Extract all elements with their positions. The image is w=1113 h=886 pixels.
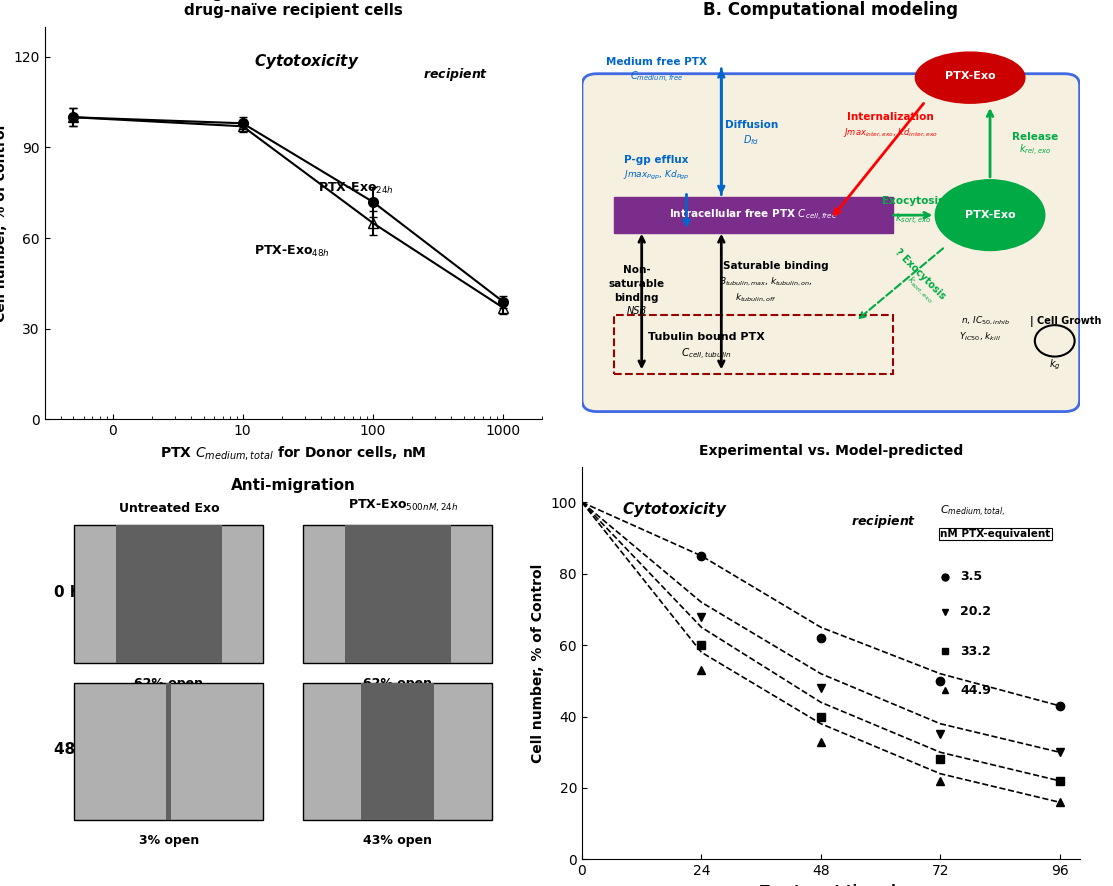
Text: $B_{tubulin,max}$, $k_{tubulin,on}$,: $B_{tubulin,max}$, $k_{tubulin,on}$, [719,276,812,288]
Text: Untreated Exo: Untreated Exo [119,502,219,515]
Text: nM PTX-equivalent: nM PTX-equivalent [940,529,1051,540]
Text: Anti-migration: Anti-migration [230,478,356,494]
Text: PTX-Exo$_{500nM,24h}$: PTX-Exo$_{500nM,24h}$ [347,498,457,515]
Text: saturable: saturable [609,279,664,289]
Text: Saturable binding: Saturable binding [723,261,829,271]
Text: PTX-Exo: PTX-Exo [965,210,1015,220]
Text: Exocytosis: Exocytosis [881,197,944,206]
Text: 0 h: 0 h [55,585,81,600]
Text: $Y_{IC50}$, $k_{kill}$: $Y_{IC50}$, $k_{kill}$ [959,330,1001,343]
Text: 3% open: 3% open [139,834,199,847]
FancyBboxPatch shape [582,74,1080,412]
Text: $k_{sort,exo}$: $k_{sort,exo}$ [904,274,937,306]
Ellipse shape [935,180,1045,251]
Text: Medium free PTX: Medium free PTX [607,57,707,67]
Text: $n$, $IC_{50,inhib}$: $n$, $IC_{50,inhib}$ [961,315,1009,327]
Text: ? Exocytosis: ? Exocytosis [894,247,947,301]
Text: $C_{cell,tubulin}$: $C_{cell,tubulin}$ [681,347,731,362]
Text: $C_{medium,free}$: $C_{medium,free}$ [630,70,683,85]
Text: 43% open: 43% open [363,834,432,847]
Bar [75,682,264,820]
X-axis label: Treatment time, h: Treatment time, h [760,884,902,886]
Text: 62% open: 62% open [363,677,432,689]
Title: A. Biological effects of PTX-Exo on
drug-naïve recipient cells: A. Biological effects of PTX-Exo on drug… [147,0,440,19]
Bar [345,525,451,663]
X-axis label: PTX $C_{medium,total}$ for Donor cells, nM: PTX $C_{medium,total}$ for Donor cells, … [160,444,426,462]
Text: $\bfit{Cytotoxicity}$: $\bfit{Cytotoxicity}$ [622,500,728,518]
Text: $D_{fd}$: $D_{fd}$ [743,134,759,147]
Bar [303,525,492,663]
Text: 48 h: 48 h [55,742,92,757]
Text: $\bfit{recipient}$: $\bfit{recipient}$ [850,514,916,531]
Ellipse shape [915,52,1025,103]
Text: $Jmax_{inter,exo}$, $Kd_{inter,exo}$: $Jmax_{inter,exo}$, $Kd_{inter,exo}$ [843,126,938,139]
Text: $k_g$: $k_g$ [1048,357,1061,371]
Text: $k_{sort,exo}$: $k_{sort,exo}$ [895,212,932,227]
Text: 20.2: 20.2 [961,605,992,618]
Text: Internalization: Internalization [847,112,934,122]
Y-axis label: Cell number, % of Control: Cell number, % of Control [531,563,545,763]
Text: | Cell Growth: | Cell Growth [1030,315,1101,327]
Text: 62% open: 62% open [135,677,204,689]
Text: Intracellular free PTX $C_{cell,free}$: Intracellular free PTX $C_{cell,free}$ [669,207,838,222]
Text: 3.5: 3.5 [961,570,983,583]
Text: $k_{tubulin,off}$: $k_{tubulin,off}$ [736,291,777,304]
Bar [75,525,264,663]
Text: Release: Release [1012,132,1058,142]
Text: Diffusion: Diffusion [725,120,778,129]
Title: B. Computational modeling: B. Computational modeling [703,2,958,19]
Bar [362,682,434,820]
Text: Non-: Non- [623,265,650,276]
Bar [303,682,492,820]
Text: P-gp efflux: P-gp efflux [624,155,689,165]
Text: Tubulin bound PTX: Tubulin bound PTX [648,332,765,342]
FancyBboxPatch shape [614,198,893,233]
Text: $C_{medium,total,}$: $C_{medium,total,}$ [940,503,1005,518]
Text: 44.9: 44.9 [961,684,991,697]
Text: PTX-Exo$_{48h}$: PTX-Exo$_{48h}$ [254,244,329,259]
Bar [116,525,221,663]
Bar [166,682,171,820]
Text: 33.2: 33.2 [961,645,991,657]
Text: binding: binding [614,292,659,303]
Text: $\bfit{Cytotoxicity}$: $\bfit{Cytotoxicity}$ [254,52,359,71]
Text: NSB: NSB [627,307,647,316]
Text: PTX-Exo$_{24h}$: PTX-Exo$_{24h}$ [318,181,394,196]
FancyBboxPatch shape [614,315,893,374]
Y-axis label: Cell number, % of control: Cell number, % of control [0,124,8,322]
Text: $k_{rel,exo}$: $k_{rel,exo}$ [1018,143,1051,158]
Title: Experimental vs. Model-predicted: Experimental vs. Model-predicted [699,445,963,458]
Text: $Jmax_{Pgp}$, $Kd_{Pgp}$: $Jmax_{Pgp}$, $Kd_{Pgp}$ [623,169,690,183]
Text: $\bfit{recipient}$: $\bfit{recipient}$ [423,66,487,82]
Text: PTX-Exo: PTX-Exo [945,71,995,81]
